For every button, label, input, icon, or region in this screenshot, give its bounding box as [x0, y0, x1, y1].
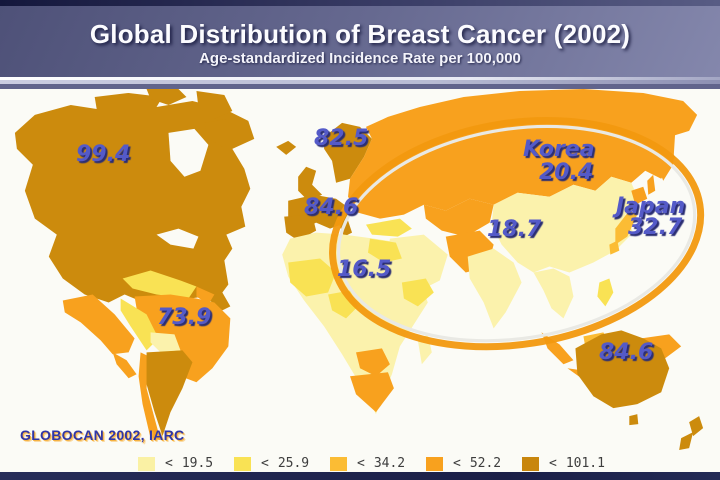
- chile-shape: [138, 352, 161, 441]
- legend-item: < 19.5: [138, 456, 234, 471]
- header-band: Global Distribution of Breast Cancer (20…: [0, 0, 720, 77]
- header-separator-slate: [0, 84, 720, 89]
- colombia-venezuela-shape: [122, 270, 197, 299]
- new-zealand-shape: [679, 432, 694, 451]
- legend-value: 34.2: [373, 456, 406, 471]
- kyushu-shape: [609, 240, 620, 255]
- label-north-america: 99.4: [76, 142, 131, 167]
- label-japan-name: Japan: [616, 194, 686, 219]
- label-central-asia: 18.7: [487, 217, 542, 242]
- guyanas-shape: [196, 286, 215, 305]
- slide-subtitle: Age-standardized Incidence Rate per 100,…: [199, 50, 521, 67]
- baffin-island-shape: [204, 118, 237, 147]
- legend-operator: <: [357, 456, 365, 471]
- zambia-zimbabwe-shape: [356, 348, 390, 377]
- bottom-border-bar: [0, 472, 720, 480]
- honshu-shape: [615, 210, 638, 245]
- legend-operator: <: [549, 456, 557, 471]
- india-shape: [467, 248, 522, 329]
- legend-operator: <: [165, 456, 173, 471]
- great-lakes-shape: [156, 228, 199, 249]
- label-korea-value: 20.4: [539, 160, 594, 185]
- label-japan-value: 32.7: [628, 215, 683, 240]
- new-zealand-shape: [689, 416, 704, 437]
- legend-item: < 25.9: [234, 456, 330, 471]
- label-northern-africa: 16.5: [337, 257, 392, 282]
- label-south-america: 73.9: [157, 305, 212, 330]
- brazil-shape: [134, 294, 231, 383]
- indochina-shape: [533, 268, 574, 319]
- legend-item: < 34.2: [330, 456, 426, 471]
- legend-swatch: [234, 456, 251, 471]
- mexico-shape: [62, 294, 135, 355]
- arctic-island-shape: [196, 90, 233, 119]
- legend-item: < 101.1: [522, 456, 618, 471]
- hokkaido-shape: [631, 186, 648, 205]
- label-korea-name: Korea: [523, 137, 595, 162]
- legend-operator: <: [453, 456, 461, 471]
- header-separator-highlight: [0, 77, 720, 80]
- sakhalin-shape: [647, 174, 656, 195]
- legend-swatch: [138, 456, 155, 471]
- australia-shape: [575, 330, 670, 409]
- kazakhstan-shape: [423, 198, 494, 237]
- legend-operator: <: [261, 456, 269, 471]
- label-western-europe: 84.6: [304, 195, 359, 220]
- hudson-bay-shape: [168, 128, 209, 177]
- legend-swatch: [426, 456, 443, 471]
- world-map: [14, 89, 705, 451]
- russia-eastern-europe-shape: [348, 89, 698, 219]
- legend-value: 101.1: [565, 456, 605, 471]
- peru-shape: [120, 298, 159, 351]
- iceland-shape: [276, 140, 297, 155]
- slide-title: Global Distribution of Breast Cancer (20…: [89, 19, 631, 49]
- legend-swatch: [522, 456, 539, 471]
- argentina-shape: [146, 350, 193, 437]
- central-america-shape: [112, 352, 137, 379]
- asia-highlight-ellipse-outer: [329, 116, 705, 351]
- header-top-border: [0, 0, 720, 6]
- arctic-island-shape: [146, 89, 187, 105]
- tasmania-shape: [629, 414, 639, 426]
- header-separator-lavender: [0, 80, 720, 84]
- label-northern-europe: 82.5: [314, 126, 369, 151]
- horn-of-africa-shape: [401, 278, 434, 307]
- libya-egypt-shape: [367, 238, 402, 263]
- scandinavia-shape: [324, 122, 372, 183]
- philippines-shape: [597, 278, 614, 307]
- uk-ireland-shape: [298, 166, 323, 201]
- bolivia-paraguay-shape: [150, 332, 181, 353]
- west-africa-shape: [288, 258, 337, 297]
- label-australia: 84.6: [599, 340, 654, 365]
- legend-swatch: [330, 456, 347, 471]
- legend-value: 19.5: [181, 456, 214, 471]
- iberia-shape: [284, 214, 317, 241]
- asia-highlight-ellipse-inner: [336, 124, 697, 343]
- legend-value: 52.2: [469, 456, 502, 471]
- legend: < 19.5 < 25.9 < 34.2 < 52.2 < 101.1: [138, 455, 618, 472]
- turkey-shape: [365, 218, 412, 237]
- source-credit: GLOBOCAN 2002, IARC: [20, 427, 185, 443]
- china-mongolia-shape: [491, 176, 638, 273]
- legend-item: < 52.2: [426, 456, 522, 471]
- south-africa-shape: [350, 372, 394, 413]
- legend-value: 25.9: [277, 456, 310, 471]
- korea-shape: [595, 204, 610, 229]
